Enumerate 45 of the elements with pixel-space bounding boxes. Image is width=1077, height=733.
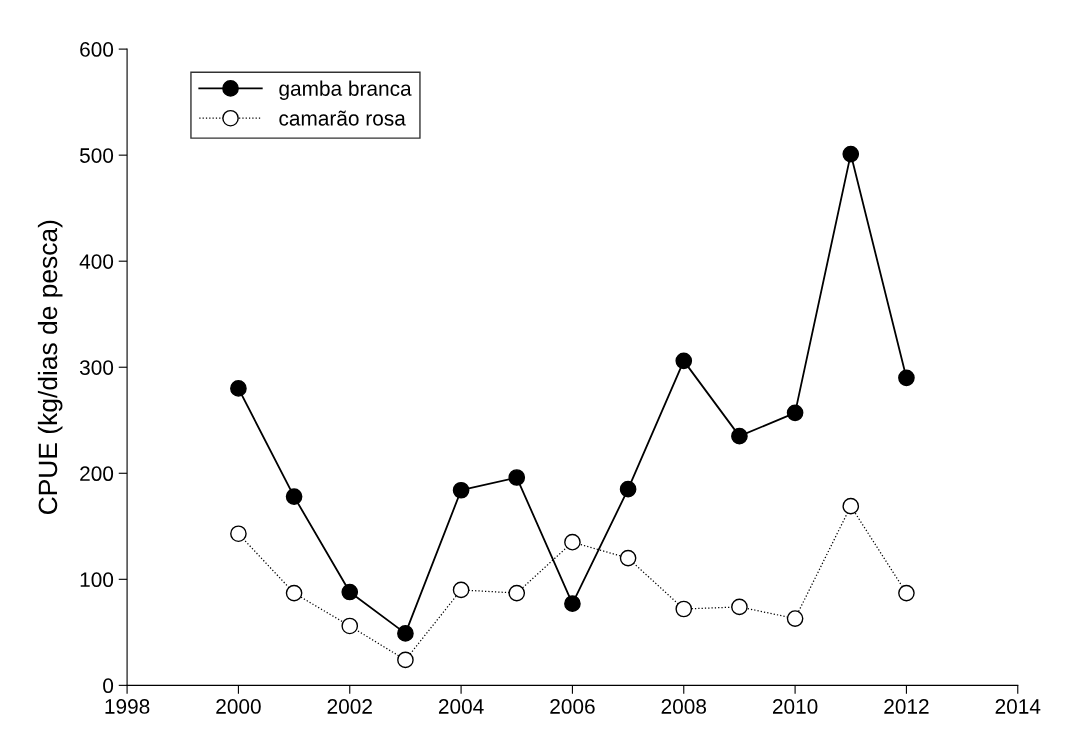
point [452,481,470,499]
point [508,469,526,486]
x-tick-label: 2010 [772,699,818,714]
point [786,404,804,422]
y-tick-label: 300 [79,360,114,375]
legend-label: gamba branca [279,80,412,101]
y-tick-label: 100 [80,572,114,588]
y-tick-label: 600 [80,42,114,57]
point [341,583,359,601]
point [731,598,748,616]
x-tick-label: 2014 [995,699,1041,714]
point [285,584,303,602]
point [842,145,860,163]
point [898,584,915,602]
x-tick-label: 1998 [105,699,150,714]
point [842,497,860,515]
point [452,581,470,599]
point [619,549,637,567]
y-tick-label: 400 [79,254,114,269]
point [898,369,915,387]
y-axis-title: CPUE (kg/dias de pesca) [37,220,63,515]
point [341,617,359,635]
point [675,352,693,370]
x-tick-label: 2004 [438,699,484,714]
point [564,533,581,551]
legend-label: camarão rosa [279,110,406,126]
y-tick-label: 500 [79,148,114,163]
point [397,625,414,642]
x-tick-label: 2008 [661,699,707,714]
point [230,525,247,543]
y-tick-label: 200 [80,466,114,482]
point [564,595,581,613]
point [675,600,693,618]
point [285,488,303,505]
x-tick-label: 2006 [550,699,595,714]
x-tick-label: 2000 [216,699,261,714]
y-tick-label: 0 [103,678,114,694]
point [786,610,804,627]
point [397,651,414,669]
x-tick-label: 2012 [884,699,929,714]
point [731,427,748,445]
point [619,480,637,498]
point [230,380,247,397]
point [508,584,526,602]
x-tick-label: 2002 [327,699,372,714]
